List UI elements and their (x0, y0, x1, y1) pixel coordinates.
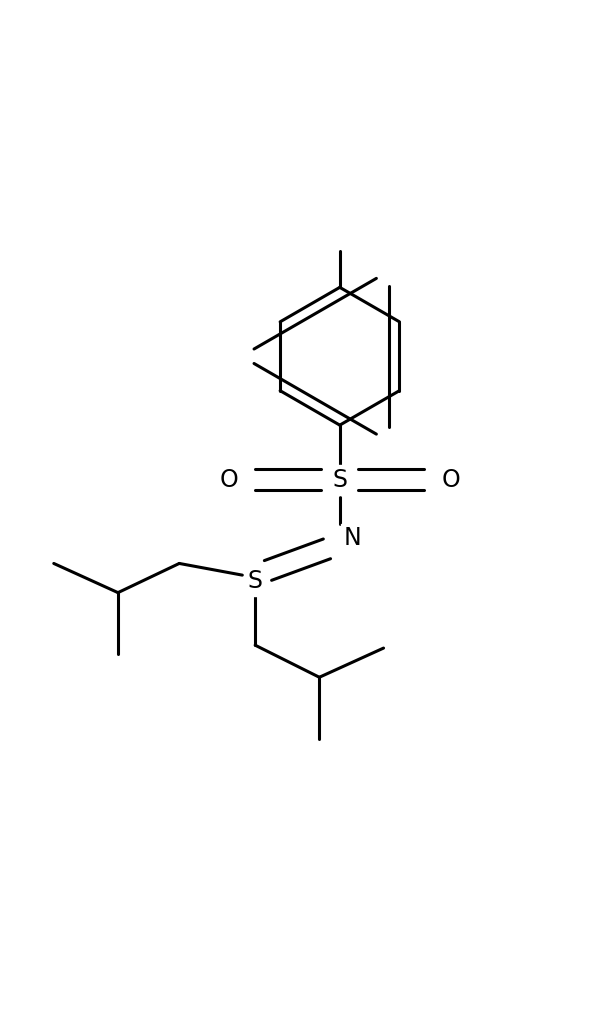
Text: O: O (220, 468, 238, 492)
Text: S: S (247, 569, 263, 593)
Text: N: N (344, 526, 362, 551)
Text: S: S (332, 468, 348, 492)
Text: O: O (441, 468, 460, 492)
